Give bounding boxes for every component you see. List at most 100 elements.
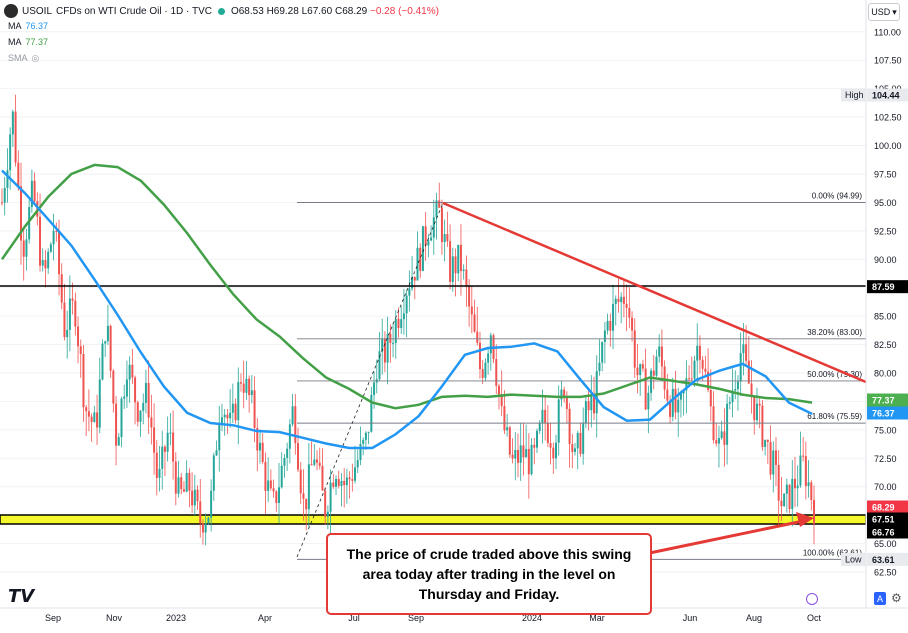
candle-body <box>166 432 169 452</box>
candle-body <box>191 490 194 506</box>
candle-body <box>337 478 340 486</box>
candle-body <box>468 286 471 307</box>
candle-body <box>807 482 810 486</box>
candle-body <box>52 230 55 245</box>
gear-icon[interactable]: ⚙ <box>891 591 902 605</box>
candle-body <box>541 409 544 424</box>
auto-scale-button[interactable]: A <box>874 592 886 605</box>
market-status-icon <box>217 7 225 15</box>
candle-body <box>280 465 283 488</box>
candle-body <box>584 401 587 424</box>
callout-text: The price of crude traded above this swi… <box>346 546 632 602</box>
candle-body <box>644 368 647 410</box>
candle-body <box>535 430 538 448</box>
candle-body <box>655 356 658 376</box>
candle-body <box>291 406 294 425</box>
symbol-logo-icon <box>4 4 18 18</box>
eye-icon[interactable]: ◎ <box>31 53 40 63</box>
indicator-ma-green[interactable]: MA 77.37 <box>8 37 48 47</box>
candle-body <box>82 353 85 408</box>
candle-body <box>595 371 598 414</box>
candle-body <box>239 382 242 384</box>
candle-body <box>804 456 807 486</box>
candle-body <box>677 399 680 413</box>
y-tick-label: 75.00 <box>874 425 897 435</box>
candle-body <box>416 247 419 281</box>
symbol[interactable]: USOIL <box>22 5 53 17</box>
candle-body <box>299 469 302 494</box>
candle-body <box>650 370 653 393</box>
candle-body <box>115 403 118 446</box>
fib-level-label: 50.00% (79.30) <box>807 370 862 379</box>
candle-body <box>177 477 180 494</box>
candle-body <box>272 488 275 492</box>
candle-body <box>302 493 305 499</box>
candle-body <box>427 240 430 246</box>
candle-body <box>356 460 359 468</box>
swing-area-zone <box>0 514 867 525</box>
candle-body <box>728 402 731 404</box>
x-tick-label: Sep <box>45 613 61 623</box>
candle-body <box>378 351 381 380</box>
candle-body <box>470 306 473 315</box>
candle-body <box>120 398 123 438</box>
candle-body <box>622 296 625 304</box>
candle-body <box>256 427 259 451</box>
candle-body <box>229 412 232 419</box>
candle-body <box>432 217 435 238</box>
candle-body <box>223 414 226 418</box>
candle-body <box>373 382 376 395</box>
fib-level-label: 38.20% (83.00) <box>807 328 862 337</box>
candle-body <box>25 239 28 257</box>
candle-body <box>199 501 202 524</box>
candle-body <box>139 410 142 422</box>
candle-body <box>674 388 677 413</box>
candle-body <box>690 378 693 380</box>
x-tick-label: Jul <box>348 613 360 623</box>
candle-body <box>633 330 636 368</box>
candle-body <box>671 388 674 417</box>
candle-body <box>755 403 758 421</box>
candle-body <box>413 276 416 281</box>
ohlc-close: C68.29 <box>334 5 368 17</box>
candle-body <box>142 402 145 411</box>
candle-body <box>44 260 47 269</box>
candle-body <box>313 459 316 465</box>
candle-body <box>459 244 462 271</box>
candle-body <box>582 423 585 454</box>
candle-body <box>109 325 112 371</box>
y-tick-label: 102.50 <box>874 113 902 123</box>
candle-body <box>283 457 286 466</box>
clock-icon[interactable] <box>806 593 818 605</box>
candle-body <box>381 338 384 352</box>
candle-body <box>345 477 348 486</box>
candle-body <box>530 444 533 475</box>
candle-body <box>386 333 389 363</box>
candle-body <box>641 364 644 369</box>
candle-body <box>17 162 20 187</box>
candle-body <box>210 490 213 518</box>
candle-body <box>457 244 460 274</box>
candle-body <box>340 480 343 486</box>
tradingview-logo-icon[interactable]: 𝙏𝙑 <box>8 586 35 606</box>
candle-body <box>405 295 408 314</box>
currency-selector[interactable]: USD ▾ <box>868 3 900 21</box>
candle-body <box>6 170 9 188</box>
candle-body <box>1 202 3 204</box>
candle-body <box>58 230 61 275</box>
candle-body <box>3 187 6 203</box>
price-label: 63.61 <box>872 555 895 565</box>
candle-body <box>324 490 327 517</box>
candle-body <box>136 402 139 422</box>
candle-body <box>98 379 101 428</box>
candle-body <box>185 472 188 492</box>
indicator-ma-blue[interactable]: MA 76.37 <box>8 21 48 31</box>
candle-body <box>20 186 23 241</box>
candle-body <box>606 321 609 331</box>
ohlc-low: L67.60 <box>301 5 333 17</box>
candlesticks <box>1 94 815 546</box>
indicator-sma[interactable]: SMA ◎ <box>8 53 39 64</box>
candle-body <box>383 338 386 363</box>
ohlc-high: H69.28 <box>266 5 299 17</box>
